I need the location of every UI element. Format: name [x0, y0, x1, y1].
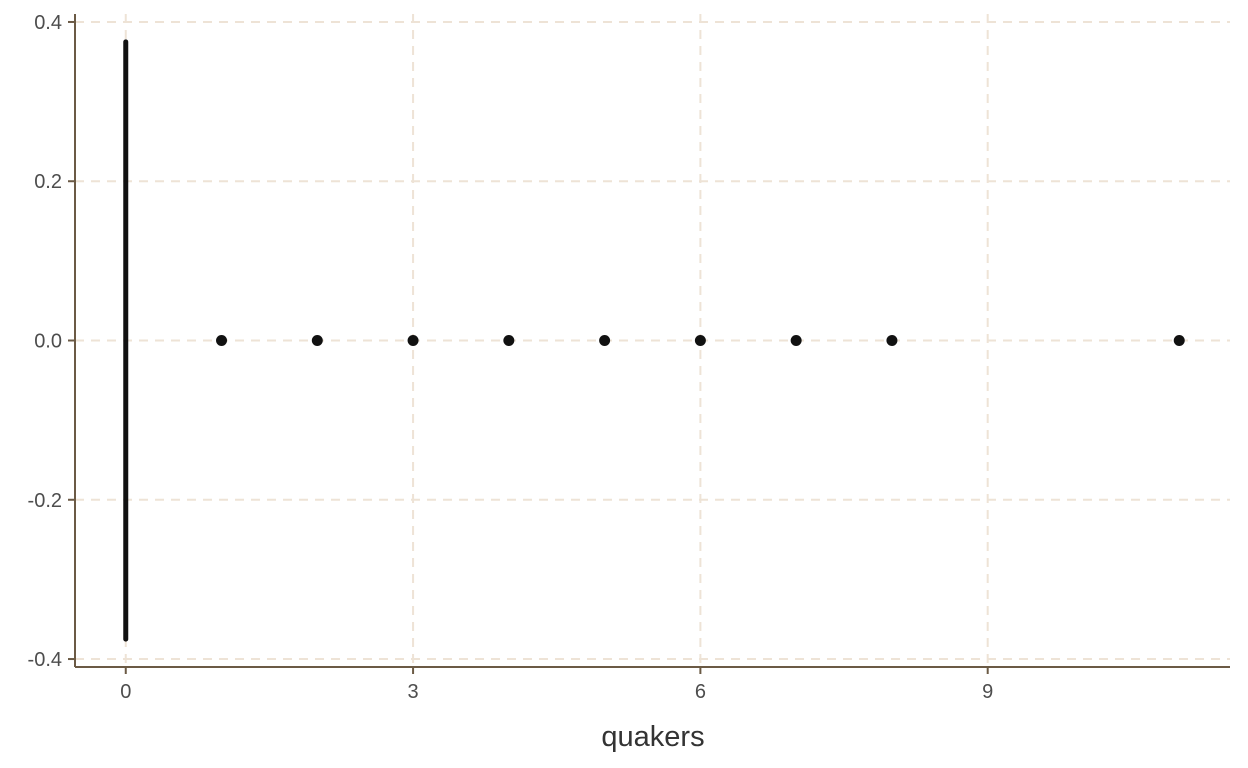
x-tick-label: 3	[408, 681, 419, 703]
y-tick-label: -0.2	[28, 490, 62, 512]
x-axis-title: quakers	[601, 721, 704, 753]
data-point	[790, 335, 802, 346]
data-point	[311, 335, 323, 346]
data-point	[503, 335, 515, 346]
y-tick-label: 0.4	[34, 12, 62, 34]
y-tick-label: 0.0	[34, 331, 62, 353]
data-point	[886, 335, 898, 346]
x-tick-label: 6	[695, 681, 706, 703]
x-tick-label: 9	[982, 681, 993, 703]
grid-lines	[75, 14, 1230, 667]
x-tick-label: 0	[120, 681, 131, 703]
data-point	[216, 335, 228, 346]
data-point	[599, 335, 611, 346]
y-axis-ticks: -0.4 -0.2 0.0 0.2 0.4	[28, 12, 75, 671]
x-axis-ticks: 0 3 6 9	[120, 667, 993, 703]
data-point	[1173, 335, 1185, 346]
y-tick-label: 0.2	[34, 171, 62, 193]
data-point	[407, 335, 419, 346]
y-tick-label: -0.4	[28, 649, 62, 671]
data-point	[694, 335, 706, 346]
data-marks	[123, 39, 1185, 642]
